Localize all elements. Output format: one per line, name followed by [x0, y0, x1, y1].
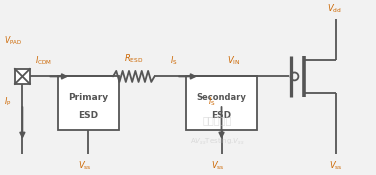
Text: $V_{\rm ss}$: $V_{\rm ss}$ [78, 160, 91, 172]
Text: $I_{\rm S}$: $I_{\rm S}$ [208, 96, 215, 108]
Text: 嘉略检测网: 嘉略检测网 [203, 115, 232, 125]
Text: $I_{\rm S}$: $I_{\rm S}$ [170, 54, 178, 66]
Text: $V_{\rm PAD}$: $V_{\rm PAD}$ [4, 34, 22, 47]
Text: ESD: ESD [78, 111, 99, 120]
Text: Secondary: Secondary [197, 93, 246, 101]
Text: $V_{\rm dd}$: $V_{\rm dd}$ [326, 3, 341, 15]
Text: $I_{\rm CDM}$: $I_{\rm CDM}$ [35, 54, 52, 66]
Text: $V_{\rm ss}$: $V_{\rm ss}$ [211, 160, 224, 172]
Bar [15, 69, 30, 84]
Bar [186, 76, 257, 130]
Text: Primary: Primary [68, 93, 109, 101]
Text: ESD: ESD [211, 111, 232, 120]
Text: $V_{\rm IN}$: $V_{\rm IN}$ [227, 54, 241, 66]
Text: $R_{\rm ESD}$: $R_{\rm ESD}$ [124, 53, 144, 65]
Bar [58, 76, 119, 130]
Text: $V_{\rm ss}$: $V_{\rm ss}$ [329, 160, 343, 172]
Text: A$V_{ss}$Testing.$V_{ss}$: A$V_{ss}$Testing.$V_{ss}$ [190, 137, 245, 147]
Text: $I_{\rm P}$: $I_{\rm P}$ [4, 96, 11, 108]
